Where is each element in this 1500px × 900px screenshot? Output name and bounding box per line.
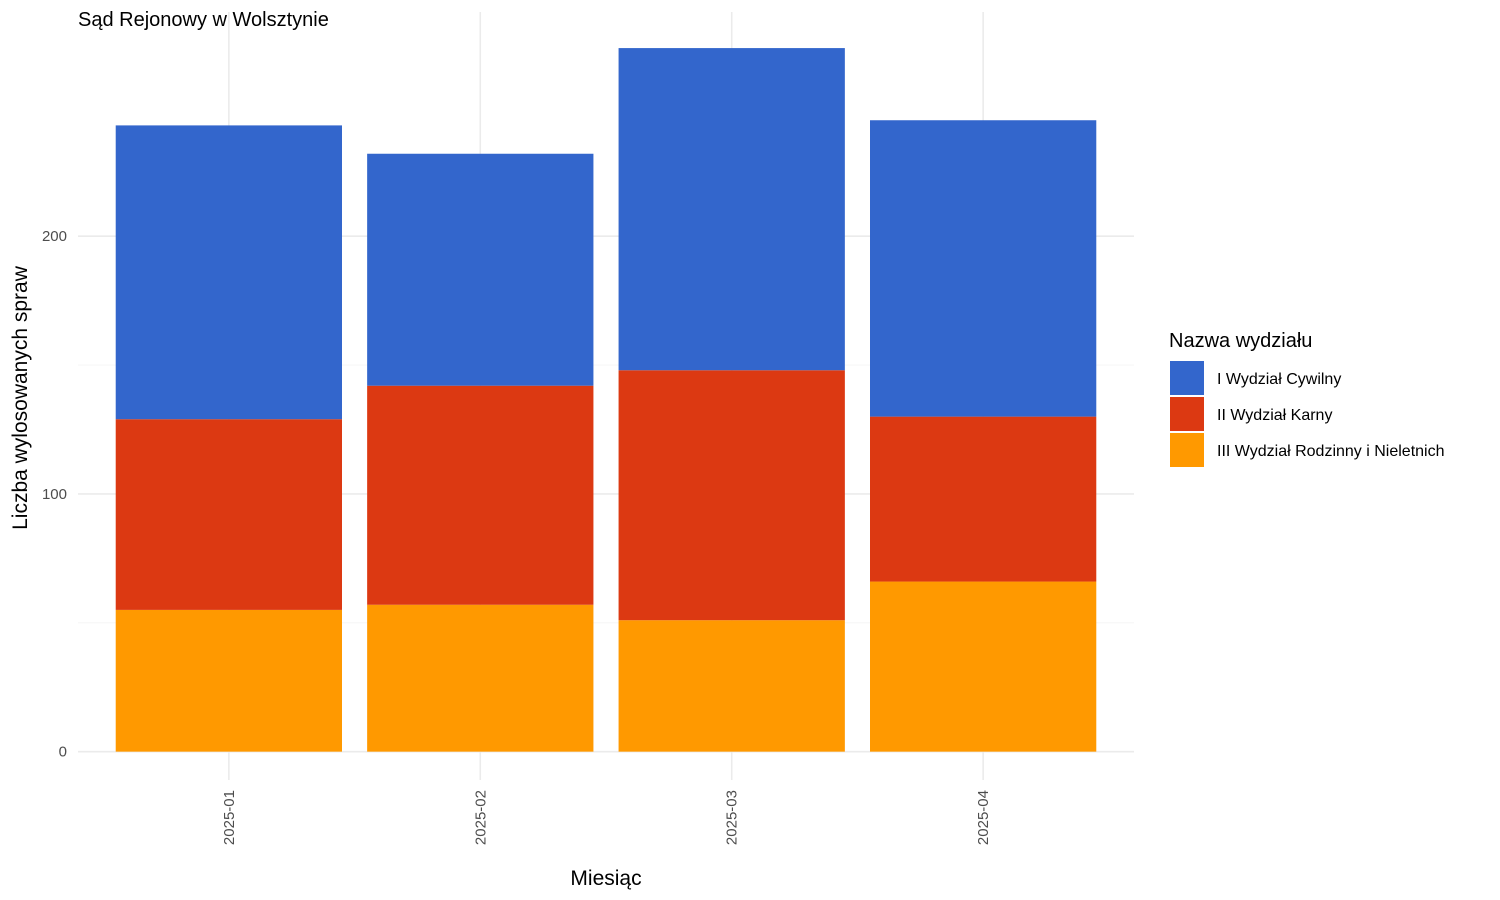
legend-items: I Wydział Cywilny II Wydział Karny III Wyd… bbox=[1170, 361, 1445, 467]
bar-2025-03-ii-wydzia-karny bbox=[618, 370, 845, 621]
y-tick-label: 0 bbox=[59, 744, 67, 761]
y-tick-label: 100 bbox=[42, 486, 67, 503]
y-axis-title: Liczba wylosowanych spraw bbox=[9, 265, 32, 530]
bars bbox=[115, 48, 1097, 752]
x-tick-label: 2025-04 bbox=[975, 790, 992, 845]
chart-title: Sąd Rejonowy w Wolsztynie bbox=[78, 9, 329, 31]
bar-2025-01-ii-wydzia-karny bbox=[115, 419, 342, 610]
x-tick-label: 2025-02 bbox=[472, 790, 489, 845]
bar-2025-03-iii-wydzia-rodzinny-i-nieletnich bbox=[618, 620, 845, 752]
bar-2025-03-i-wydzia-cywilny bbox=[618, 48, 845, 371]
bar-2025-01-iii-wydzia-rodzinny-i-nieletnich bbox=[115, 609, 342, 752]
x-tick-label: 2025-03 bbox=[724, 790, 741, 845]
bar-2025-04-i-wydzia-cywilny bbox=[870, 120, 1097, 417]
y-tick-label: 200 bbox=[42, 228, 67, 245]
legend-title: Nazwa wydziału bbox=[1169, 330, 1312, 352]
legend-label: III Wydział Rodzinny i Nieletnich bbox=[1217, 443, 1445, 460]
bar-2025-01-i-wydzia-cywilny bbox=[115, 125, 342, 420]
x-axis-title: Miesiąc bbox=[570, 867, 641, 890]
y-axis-ticks: 0 100 200 bbox=[42, 228, 67, 760]
legend-swatch bbox=[1170, 433, 1204, 467]
legend: Nazwa wydziału I Wydział Cywilny II Wydzi… bbox=[1169, 330, 1445, 467]
legend-label: I Wydział Cywilny bbox=[1217, 371, 1341, 388]
bar-2025-04-iii-wydzia-rodzinny-i-nieletnich bbox=[870, 581, 1097, 752]
x-tick-label: 2025-01 bbox=[221, 790, 238, 845]
bar-2025-02-i-wydzia-cywilny bbox=[367, 153, 594, 386]
legend-swatch bbox=[1170, 397, 1204, 431]
bar-2025-02-iii-wydzia-rodzinny-i-nieletnich bbox=[367, 604, 594, 752]
x-axis-ticks: 2025-01 2025-02 2025-03 2025-04 bbox=[221, 790, 992, 845]
legend-label: II Wydział Karny bbox=[1217, 407, 1332, 424]
legend-swatch bbox=[1170, 361, 1204, 395]
bar-2025-04-ii-wydzia-karny bbox=[870, 416, 1097, 582]
bar-2025-02-ii-wydzia-karny bbox=[367, 385, 594, 605]
